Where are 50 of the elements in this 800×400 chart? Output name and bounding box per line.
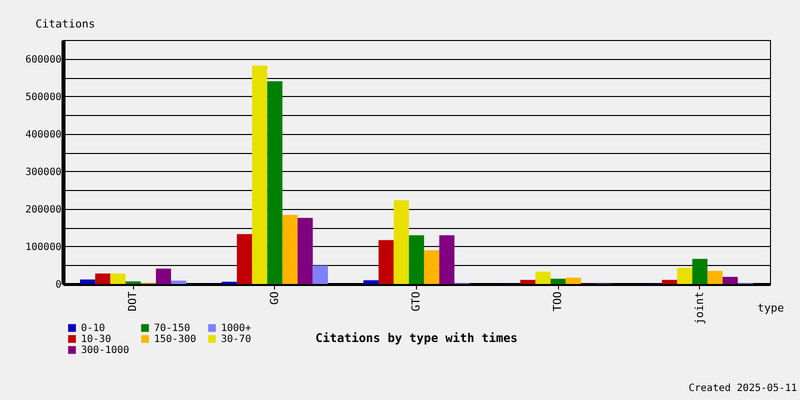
legend-label: 1000+: [221, 323, 252, 334]
x-tick-label: TOO: [551, 292, 564, 312]
y-tick-label: 200000: [25, 204, 62, 216]
bar: [566, 278, 581, 284]
bar: [126, 281, 141, 284]
bar: [363, 280, 379, 284]
bar: [408, 235, 424, 284]
bar: [110, 273, 126, 284]
bar: [677, 268, 692, 284]
bar: [312, 266, 328, 284]
bar: [535, 272, 551, 284]
text: Created 2025-05-11: [688, 383, 797, 394]
legend-label: 0-10: [81, 323, 106, 334]
bar: [252, 66, 268, 284]
y-tick-label: 600000: [25, 54, 62, 66]
x-tick-label: joint: [692, 292, 706, 325]
bar: [722, 276, 738, 284]
legend-label: 300-1000: [81, 345, 130, 356]
bar: [282, 214, 298, 284]
x-tick-label: DOT: [126, 291, 140, 312]
bar: [156, 268, 172, 284]
bar: [439, 235, 454, 284]
y-tick-label: 400000: [25, 129, 62, 140]
bar: [662, 280, 678, 284]
text: Citations by type with times: [315, 331, 518, 345]
bar: [692, 258, 708, 284]
bar: [550, 278, 566, 284]
y-tick-label: 300000: [25, 166, 62, 178]
y-tick-label: 0: [55, 280, 62, 290]
legend-label: 70-150: [154, 323, 190, 334]
bar: [520, 280, 536, 284]
bar: [171, 280, 186, 284]
bar: [236, 234, 252, 284]
bar: [378, 240, 394, 284]
legend-label: 30-70: [221, 334, 252, 345]
x-tick-label: GO: [268, 292, 281, 305]
x-axis-title: type: [758, 302, 784, 314]
bar: [707, 270, 723, 284]
bar: [267, 81, 282, 284]
bar: [424, 250, 440, 284]
bar: [80, 279, 96, 284]
y-tick-label: 100000: [25, 242, 62, 253]
x-tick-label: GTO: [410, 292, 422, 312]
y-tick-label: 500000: [25, 92, 62, 103]
bar: [95, 273, 110, 284]
bar: [394, 200, 409, 284]
y-axis-title: Citations: [36, 18, 96, 30]
legend-label: 10-30: [81, 334, 112, 345]
legend-label: 150-300: [154, 334, 196, 345]
bar: [298, 218, 313, 284]
